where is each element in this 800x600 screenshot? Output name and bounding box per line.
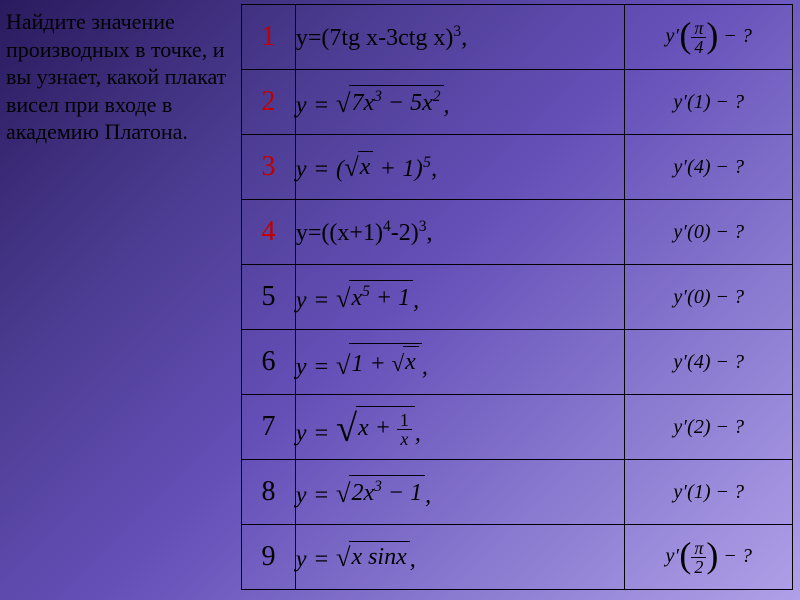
table-row: 2y = √7x3 − 5x2,y′(1) − ? <box>242 70 793 135</box>
table-row: 3y = (√x + 1)5,y′(4) − ? <box>242 135 793 200</box>
table-row: 5y = √x5 + 1,y′(0) − ? <box>242 265 793 330</box>
question-cell: y′(π2) − ? <box>625 525 793 590</box>
formula-cell: y=((x+1)4-2)3, <box>295 200 624 265</box>
table-row: 9y = √x sinx,y′(π2) − ? <box>242 525 793 590</box>
row-number: 4 <box>242 200 296 265</box>
formula-cell: y = √x5 + 1, <box>295 265 624 330</box>
row-number: 9 <box>242 525 296 590</box>
row-number: 6 <box>242 330 296 395</box>
row-number: 3 <box>242 135 296 200</box>
row-number: 8 <box>242 460 296 525</box>
table-row: 4y=((x+1)4-2)3,y′(0) − ? <box>242 200 793 265</box>
question-cell: y′(0) − ? <box>625 265 793 330</box>
formula-cell: y = √2x3 − 1, <box>295 460 624 525</box>
question-cell: y′(4) − ? <box>625 330 793 395</box>
formula-cell: y = √1 + √x, <box>295 330 624 395</box>
question-cell: y′(0) − ? <box>625 200 793 265</box>
question-cell: y′(π4) − ? <box>625 5 793 70</box>
question-cell: y′(1) − ? <box>625 70 793 135</box>
question-cell: y′(4) − ? <box>625 135 793 200</box>
question-cell: y′(1) − ? <box>625 460 793 525</box>
derivative-table: 1y=(7tg x-3ctg x)3,y′(π4) − ?2y = √7x3 −… <box>241 4 793 590</box>
table-row: 7y = √x + 1x,y′(2) − ? <box>242 395 793 460</box>
formula-cell: y = √7x3 − 5x2, <box>295 70 624 135</box>
instruction-text: Найдите значение производных в точке, и … <box>6 8 236 146</box>
formula-cell: y = (√x + 1)5, <box>295 135 624 200</box>
row-number: 5 <box>242 265 296 330</box>
question-cell: y′(2) − ? <box>625 395 793 460</box>
formula-cell: y = √x sinx, <box>295 525 624 590</box>
formula-cell: y=(7tg x-3ctg x)3, <box>295 5 624 70</box>
row-number: 2 <box>242 70 296 135</box>
table-row: 8y = √2x3 − 1,y′(1) − ? <box>242 460 793 525</box>
formula-cell: y = √x + 1x, <box>295 395 624 460</box>
row-number: 7 <box>242 395 296 460</box>
table-row: 1y=(7tg x-3ctg x)3,y′(π4) − ? <box>242 5 793 70</box>
row-number: 1 <box>242 5 296 70</box>
table-row: 6y = √1 + √x,y′(4) − ? <box>242 330 793 395</box>
